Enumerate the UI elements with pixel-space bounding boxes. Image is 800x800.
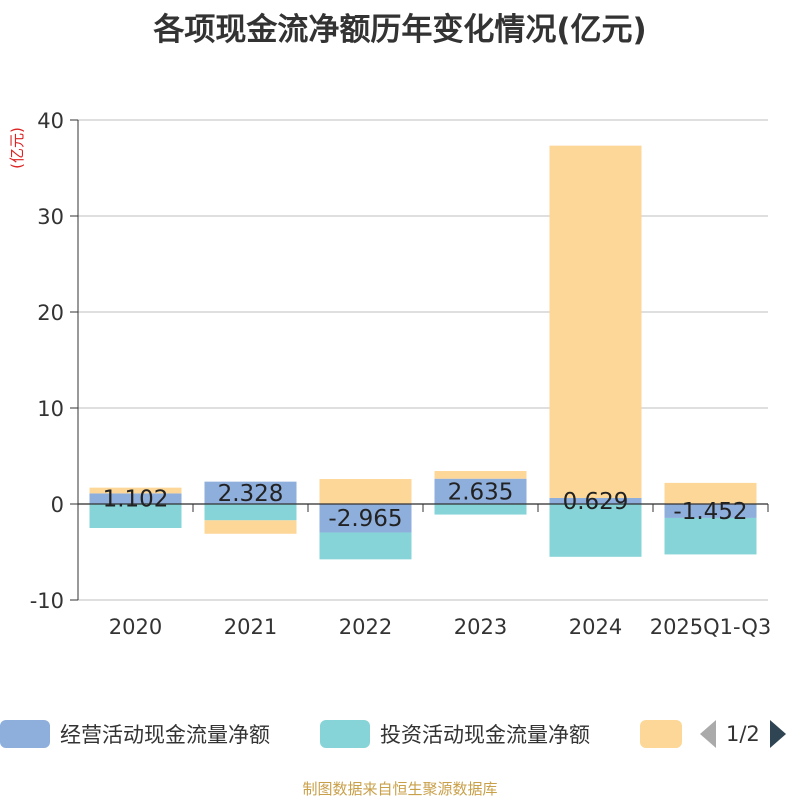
bar-series0-2022 [319, 504, 412, 533]
bar-series0-2021 [204, 481, 297, 504]
bar-series1-2025Q1-Q3 [664, 517, 757, 555]
source-note: 制图数据来自恒生聚源数据库 [302, 780, 498, 798]
y-tick-label: 30 [37, 205, 64, 229]
data-label: 2.328 [218, 481, 284, 507]
legend-item-operating[interactable]: 经营活动现金流量净额 [0, 714, 270, 754]
bar-series2-2024 [549, 145, 642, 498]
data-label: 2.635 [448, 479, 514, 505]
bar-series1-2021 [204, 504, 297, 521]
legend-swatch-investing [320, 720, 370, 748]
y-tick-label: 0 [51, 493, 64, 517]
chart-title: 各项现金流净额历年变化情况(亿元) [153, 12, 647, 48]
bar-series0-2025Q1-Q3 [664, 504, 757, 518]
bar-series1-2023 [434, 504, 527, 515]
legend-swatch-financing [640, 720, 682, 748]
legend-next-page-icon[interactable] [769, 720, 786, 748]
y-tick-label: 10 [37, 397, 64, 421]
bar-series0-2023 [434, 478, 527, 504]
chart-legend: 经营活动现金流量净额 投资活动现金流量净额 1/2 [0, 714, 800, 754]
x-tick-label: 2025Q1-Q3 [650, 615, 772, 639]
legend-prev-page-icon[interactable] [700, 720, 716, 748]
data-label: 0.629 [563, 489, 629, 515]
y-tick-label: 20 [37, 301, 64, 325]
legend-item-financing[interactable] [640, 714, 682, 754]
legend-item-investing[interactable]: 投资活动现金流量净额 [320, 714, 590, 754]
bar-series1-2024 [549, 504, 642, 557]
bar-series2-2022 [319, 479, 412, 504]
bar-series0-2024 [549, 497, 642, 504]
bar-series0-2020 [89, 493, 182, 504]
bar-series1-2022 [319, 532, 412, 560]
x-tick-label: 2022 [339, 615, 392, 639]
legend-page-indicator: 1/2 [726, 722, 760, 746]
x-tick-label: 2020 [109, 615, 162, 639]
legend-swatch-operating [0, 720, 50, 748]
bar-series1-2020 [89, 504, 182, 528]
y-axis-label: (亿元) [8, 127, 26, 169]
bar-series2-2023 [434, 471, 527, 479]
data-label: -2.965 [328, 506, 402, 532]
y-tick-label: -10 [30, 589, 64, 613]
legend-pager: 1/2 [700, 714, 786, 754]
x-tick-label: 2024 [569, 615, 622, 639]
legend-label-investing: 投资活动现金流量净额 [380, 723, 590, 747]
x-tick-label: 2021 [224, 615, 277, 639]
y-tick-label: 40 [37, 109, 64, 133]
bar-series2-2025Q1-Q3 [664, 482, 757, 504]
data-label: 1.102 [103, 487, 169, 513]
data-label: -1.452 [673, 499, 747, 525]
legend-label-operating: 经营活动现金流量净额 [60, 723, 270, 747]
bar-series2-2021 [204, 520, 297, 534]
x-tick-label: 2023 [454, 615, 507, 639]
bar-series2-2020 [89, 487, 182, 494]
